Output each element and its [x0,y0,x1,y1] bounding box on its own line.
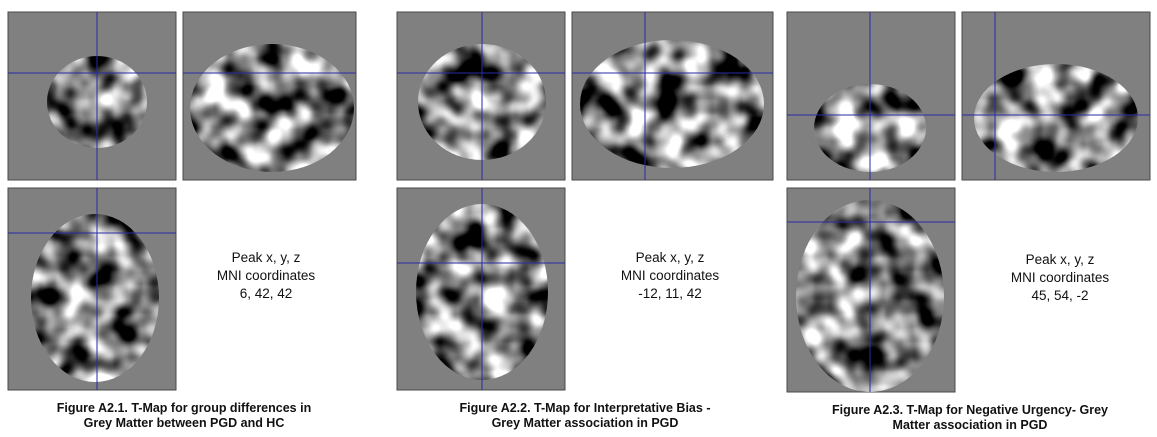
peak-coords: 45, 54, -2 [1031,288,1088,303]
page: {"panels": [ {"peak": ["Peak x, y, z", "… [0,0,1157,437]
caption: Figure A2.1. T-Map for group differences… [57,401,311,415]
caption: Grey Matter between PGD and HC [84,416,285,430]
brain-slice [540,12,804,228]
caption: Grey Matter association in PGD [492,416,679,430]
brain-slice [336,174,565,410]
brain-images [0,12,1157,437]
caption: Matter association in PGD [893,418,1048,432]
peak-text: Peak x, y, z MNI coordinates 6, 42, 42 P… [217,250,1110,303]
brain-slice [150,12,394,202]
caption: Figure A2.2. T-Map for Interpretative Bi… [460,401,711,415]
brain-tissue [716,200,944,437]
peak-label: Peak x, y, z [232,250,301,265]
brain-slice [716,188,955,437]
tmap-texture [716,200,944,437]
peak-label: Peak x, y, z [1026,252,1095,267]
brain-slice [934,12,1157,202]
peak-coords: 6, 42, 42 [240,286,293,301]
peak-label: MNI coordinates [621,268,720,283]
figure: Peak x, y, z MNI coordinates 6, 42, 42 P… [0,0,1157,437]
peak-label: MNI coordinates [1011,270,1110,285]
caption: Figure A2.3. T-Map for Negative Urgency-… [832,403,1108,417]
peak-label: MNI coordinates [217,268,316,283]
peak-label: Peak x, y, z [636,250,705,265]
peak-coords: -12, 11, 42 [638,286,702,301]
brain-slice [0,188,176,437]
captions: Figure A2.1. T-Map for group differences… [57,401,1108,432]
